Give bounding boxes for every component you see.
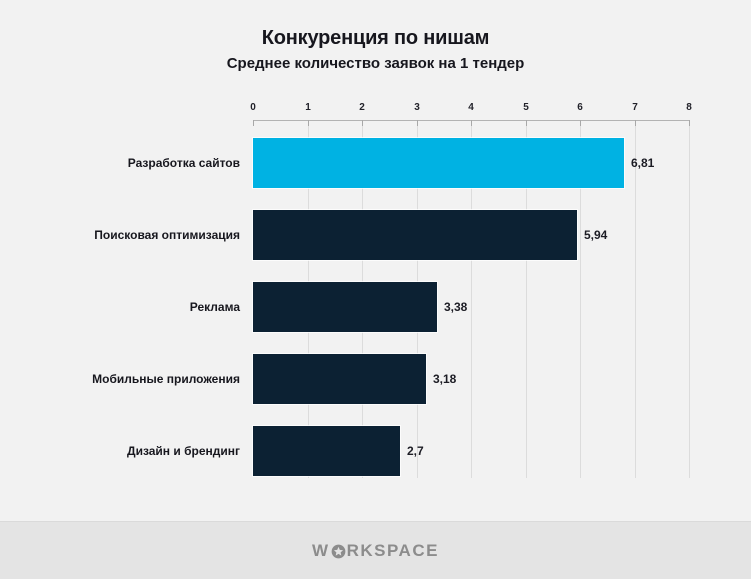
bar-row: 2,7 bbox=[253, 426, 689, 476]
bar[interactable] bbox=[253, 210, 577, 260]
x-tick-label: 7 bbox=[632, 102, 638, 113]
brand-text-right: RKSPACE bbox=[346, 540, 439, 560]
x-tick bbox=[471, 120, 472, 126]
gridline bbox=[580, 121, 581, 478]
x-tick bbox=[308, 120, 309, 126]
x-tick-label: 6 bbox=[577, 102, 583, 113]
bar-value-label: 2,7 bbox=[407, 444, 424, 458]
category-label: Разработка сайтов bbox=[127, 156, 240, 170]
gridline bbox=[471, 121, 472, 478]
x-tick-label: 3 bbox=[414, 102, 420, 113]
gridline bbox=[689, 121, 690, 478]
x-tick-label: 8 bbox=[686, 102, 692, 113]
x-tick bbox=[580, 120, 581, 126]
x-tick-label: 0 bbox=[250, 102, 256, 113]
bar-value-label: 5,94 bbox=[584, 228, 608, 242]
bar[interactable] bbox=[253, 354, 426, 404]
chart-title: Конкуренция по нишам bbox=[261, 27, 490, 49]
x-tick-label: 2 bbox=[359, 102, 365, 113]
x-tick bbox=[362, 120, 363, 126]
bar-value-label: 6,81 bbox=[631, 156, 655, 170]
chart-card: Конкуренция по нишам Среднее количество … bbox=[0, 26, 751, 478]
x-tick bbox=[689, 120, 690, 126]
gridline bbox=[635, 121, 636, 478]
gridline bbox=[526, 121, 527, 478]
footer-watermark: W RKSPACE bbox=[0, 521, 751, 579]
star-circle-icon bbox=[331, 544, 346, 559]
bar-row: 3,38 bbox=[253, 282, 689, 332]
x-tick-label: 5 bbox=[523, 102, 529, 113]
bar[interactable] bbox=[253, 282, 437, 332]
x-tick bbox=[253, 120, 254, 126]
x-tick bbox=[635, 120, 636, 126]
category-label: Мобильные приложения bbox=[92, 372, 240, 386]
bar-value-label: 3,38 bbox=[444, 300, 468, 314]
category-label: Дизайн и брендинг bbox=[127, 444, 240, 458]
bar-value-label: 3,18 bbox=[433, 372, 457, 386]
brand-text-left: W bbox=[312, 540, 330, 560]
chart-header: Конкуренция по нишам Среднее количество … bbox=[0, 26, 751, 74]
x-tick-label: 1 bbox=[305, 102, 311, 113]
plot-area: 0 1 2 3 4 5 6 7 8 6,81 5,94 3,38 3,18 2,7 bbox=[250, 102, 692, 478]
bar[interactable] bbox=[253, 138, 624, 188]
category-label: Поисковая оптимизация bbox=[94, 228, 240, 242]
chart-subtitle: Среднее количество заявок на 1 тендер bbox=[226, 55, 525, 72]
category-label: Реклама bbox=[189, 300, 240, 314]
bar-row: 3,18 bbox=[253, 354, 689, 404]
x-tick bbox=[417, 120, 418, 126]
bar-row: 6,81 bbox=[253, 138, 689, 188]
x-tick-label: 4 bbox=[468, 102, 474, 113]
category-axis-labels: Разработка сайтов Поисковая оптимизация Ре… bbox=[0, 120, 240, 478]
x-tick bbox=[526, 120, 527, 126]
workspace-logo: W RKSPACE bbox=[312, 541, 439, 561]
bar[interactable] bbox=[253, 426, 400, 476]
bar-series: 6,81 5,94 3,38 3,18 2,7 bbox=[253, 120, 689, 478]
bar-row: 5,94 bbox=[253, 210, 689, 260]
